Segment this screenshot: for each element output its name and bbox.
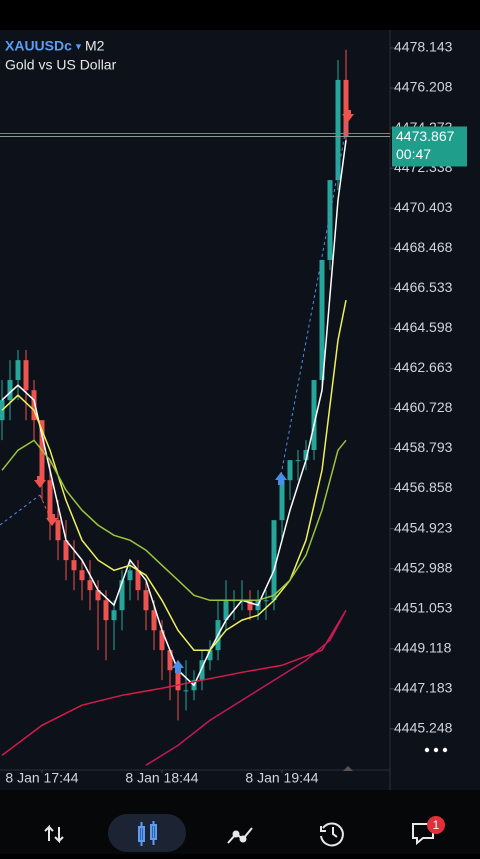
y-tick-label: 4458.793 [394,439,453,455]
y-tick-label: 4449.118 [394,639,452,655]
candle-body [7,380,13,401]
dot [424,747,430,753]
sell-arrow [34,476,46,488]
trade-markers [0,110,354,673]
candle-body [335,79,341,181]
countdown: 00:47 [396,146,431,162]
candle-body [295,460,301,462]
y-tick-label: 4462.663 [394,359,453,375]
y-tick-label: 4456.858 [394,479,453,495]
y-tick-label: 4445.248 [394,720,453,736]
candle-body [279,480,285,521]
y-tick-label: 4470.403 [394,199,453,215]
candle-body [63,540,69,561]
candle-body [15,360,21,381]
candle-body [247,600,253,611]
candle-body [119,580,125,611]
candle-body [151,610,157,631]
candle-body [271,520,277,601]
price-label-box [392,126,467,167]
moving-average [145,609,347,766]
candle-body [199,660,205,681]
symbol-dropdown[interactable]: ▼ [74,41,83,51]
symbol[interactable]: XAUUSDc [5,38,72,54]
nav-trade[interactable] [227,827,253,844]
dot [442,747,448,753]
moving-average [1,439,347,602]
y-tick-label: 4451.053 [394,599,453,615]
candle-body [319,259,325,381]
nav-chart[interactable] [138,821,157,846]
sell-arrow [342,110,354,122]
symbol-description: Gold vs US Dollar [5,57,117,73]
trade-link [0,494,41,526]
y-tick-label: 4466.533 [394,279,453,295]
y-tick-label: 4478.143 [394,39,453,55]
price-label: 4473.867 [396,128,455,144]
y-tick-label: 4460.728 [394,399,453,415]
badge-count: 1 [433,818,440,832]
trade-icon [239,835,247,843]
x-tick-label: 8 Jan 19:44 [245,770,318,786]
bottom-nav [0,790,480,854]
candle-body [311,380,317,451]
y-tick-label: 4454.923 [394,519,453,535]
candle-body [207,650,213,661]
candle-body [287,460,293,481]
candle-body [135,570,141,591]
candle-body [87,580,93,591]
candle-body [303,450,309,461]
candle-body [167,650,173,671]
candle-body [31,390,37,421]
candle-body [175,670,181,691]
moving-average [1,609,347,756]
candle-body [159,630,165,651]
candle-body [143,590,149,611]
candle-body [23,360,29,391]
candle-body [327,180,333,260]
nav-history[interactable] [320,822,344,847]
candle-body [103,600,109,621]
x-tick-label: 8 Jan 18:44 [125,770,198,786]
y-tick-label: 4447.183 [394,680,453,696]
buy-arrow [172,660,184,673]
y-tick-label: 4452.988 [394,559,453,575]
badge [427,816,445,834]
sell-arrow [46,514,58,526]
trade-link [280,117,349,476]
candle-body [55,520,61,541]
timeframe[interactable]: M2 [85,38,105,54]
candle-body [263,600,269,602]
candle-body [47,480,53,521]
candle-body [223,600,229,621]
moving-average [1,299,347,651]
x-tick-label: 8 Jan 17:44 [5,770,78,786]
quotes-icon [44,824,64,844]
candle-body [343,79,349,137]
y-tick-label: 4464.598 [394,319,453,335]
candle-body [183,690,189,692]
trade-icon [232,830,240,838]
candle-body [127,570,133,581]
dot [433,747,439,753]
candle-body [71,560,77,571]
history-icon [320,822,344,847]
y-tick-label: 4468.468 [394,239,453,255]
nav-quotes[interactable] [44,824,64,844]
y-tick-label: 4476.208 [394,79,453,95]
status-bar [0,0,480,30]
more-menu[interactable] [424,747,448,753]
buy-arrow [275,472,287,485]
candle-body [111,610,117,621]
candle-body [95,590,101,601]
nav-active-pill [108,814,186,852]
candle-body [79,570,85,581]
trade-icon [227,827,253,844]
scroll-marker [343,766,353,771]
